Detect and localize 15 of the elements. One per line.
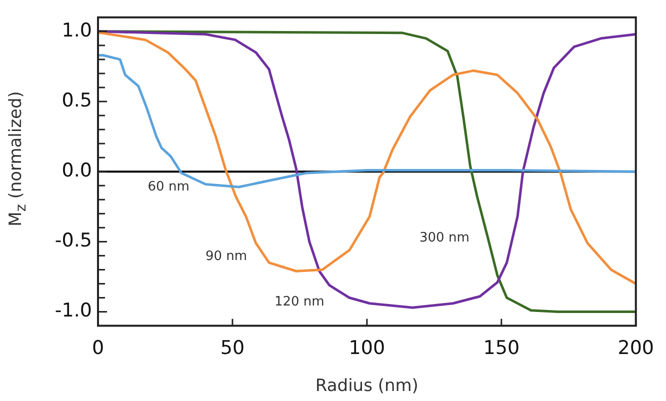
x-axis-title: Radius (nm) — [315, 376, 418, 396]
x-tick-label: 150 — [483, 337, 520, 360]
series-label: 60 nm — [148, 179, 190, 194]
series-label: 120 nm — [274, 294, 324, 310]
x-tick-label: 50 — [220, 337, 245, 360]
x-tick-label: 0 — [92, 337, 104, 360]
y-tick-label: -1.0 — [54, 300, 92, 322]
y-tick-label: -0.5 — [54, 230, 92, 252]
y-tick-label: 0.0 — [62, 160, 92, 182]
y-tick-label: 1.0 — [62, 19, 92, 42]
x-tick-label: 200 — [618, 337, 654, 360]
y-tick-label: 0.5 — [62, 89, 92, 112]
series-label: 90 nm — [205, 249, 248, 264]
x-tick-label: 100 — [348, 337, 386, 360]
series-label: 300 nm — [420, 230, 470, 246]
